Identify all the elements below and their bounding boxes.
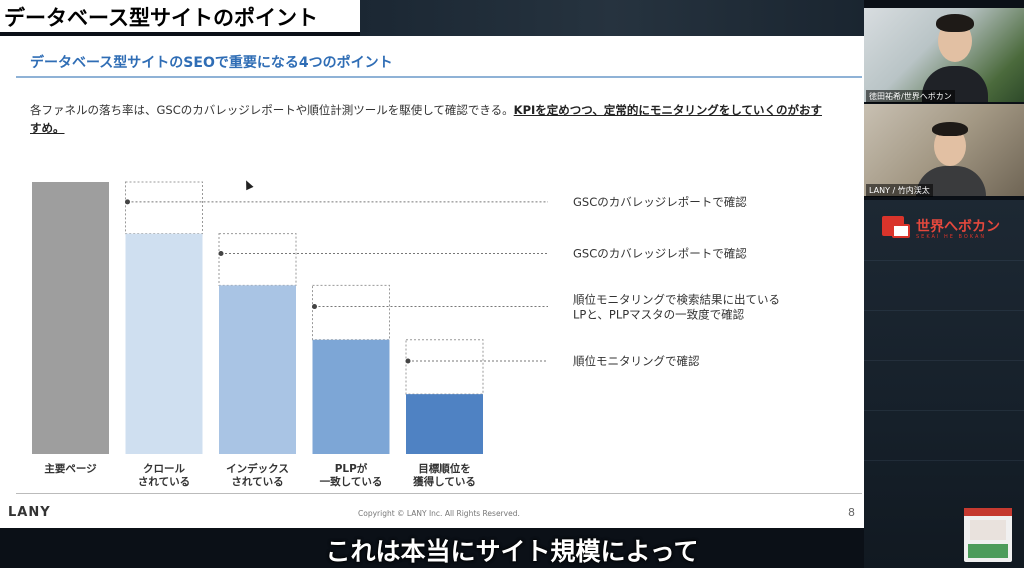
funnel-bar	[125, 233, 203, 454]
camera-feed-1: 徳田祐希/世界へボカン	[864, 8, 1024, 103]
funnel-dropoff-outline	[405, 339, 484, 395]
funnel-bar	[312, 339, 390, 454]
person-hair	[932, 122, 968, 136]
mini-card-footer	[968, 544, 1008, 558]
title-banner: データベース型サイトのポイント	[0, 0, 360, 32]
funnel-stage-label: 主要ページ	[44, 462, 97, 475]
funnel-stage-label: PLPが	[335, 462, 368, 475]
camera-label-2: LANY / 竹内渓太	[866, 184, 933, 197]
brand-panel: 世界へボカン SEKAI HE BOKAN	[864, 200, 1024, 568]
note-connector-dot	[405, 358, 411, 364]
note-connector-dot	[125, 199, 130, 205]
grid-line	[864, 310, 1024, 311]
brand-name: 世界へボカン	[916, 219, 1000, 235]
funnel-stage-label: 一致している	[320, 475, 383, 488]
funnel-bar	[219, 285, 296, 454]
funnel-stage-label: インデックス	[226, 462, 289, 475]
brand-tagline: SEKAI HE BOKAN	[916, 234, 987, 240]
funnel-note-text: 順位モニタリングで検索結果に出ている	[573, 293, 780, 307]
funnel-note-text: 順位モニタリングで確認	[573, 354, 700, 368]
camera-feed-2: LANY / 竹内渓太	[864, 104, 1024, 197]
intro-plain: 各ファネルの落ち率は、GSCのカバレッジレポートや順位計測ツールを駆使して確認で…	[30, 103, 514, 117]
grid-line	[864, 360, 1024, 361]
brand-logo-icon-overlay	[892, 224, 910, 238]
intro-text: 各ファネルの落ち率は、GSCのカバレッジレポートや順位計測ツールを駆使して確認で…	[30, 101, 830, 137]
intro-emphasis: KPIを定めつつ、定常的にモニタリングをしていくのがおすすめ。	[30, 103, 822, 135]
footer-rule	[16, 493, 862, 494]
funnel-stage-label: クロール	[143, 463, 185, 475]
top-strip	[360, 0, 864, 36]
footer-copyright: Copyright © LANY Inc. All Rights Reserve…	[358, 509, 520, 518]
footer-brand: LANY	[8, 505, 51, 520]
heading-rule	[16, 76, 862, 78]
note-connector-dot	[312, 304, 317, 310]
person-hair	[936, 14, 974, 32]
subtitle-caption: これは本当にサイト規模によって	[325, 537, 699, 566]
grid-line	[864, 460, 1024, 461]
funnel-note-text: GSCのカバレッジレポートで確認	[573, 195, 747, 209]
funnel-dropoff-outline	[312, 284, 390, 341]
funnel-note-text: GSCのカバレッジレポートで確認	[573, 247, 747, 261]
funnel-dropoff-outline	[125, 181, 203, 235]
funnel-chart: 主要ページ クロールされているインデックスされているPLPが一致している目標順位を…	[32, 181, 780, 488]
mini-card-logo	[970, 520, 1006, 540]
mini-card-header	[964, 508, 1012, 516]
funnel-stage-label: されている	[231, 476, 283, 488]
note-connector-dot	[218, 251, 224, 257]
page-number: 8	[848, 506, 855, 519]
funnel-stage-label: 目標順位を	[418, 462, 471, 475]
funnel-bar	[406, 394, 483, 454]
title-banner-text: データベース型サイトのポイント	[4, 6, 318, 30]
funnel-dropoff-outline	[218, 233, 297, 286]
slide-heading: データベース型サイトのSEOで重要になる4つのポイント	[30, 55, 393, 71]
grid-line	[864, 410, 1024, 411]
camera-label-1: 徳田祐希/世界へボカン	[866, 90, 955, 103]
slide: データベース型サイトのSEOで重要になる4つのポイント 各ファネルの落ち率は、G…	[0, 36, 864, 528]
mini-promo-card	[964, 508, 1012, 562]
grid-line	[864, 260, 1024, 261]
funnel-stage-label: されている	[138, 476, 190, 488]
funnel-note-text: LPと、PLPマスタの一致度で確認	[573, 308, 745, 322]
funnel-stage-label: 獲得している	[413, 475, 476, 488]
funnel-bar	[32, 182, 109, 454]
